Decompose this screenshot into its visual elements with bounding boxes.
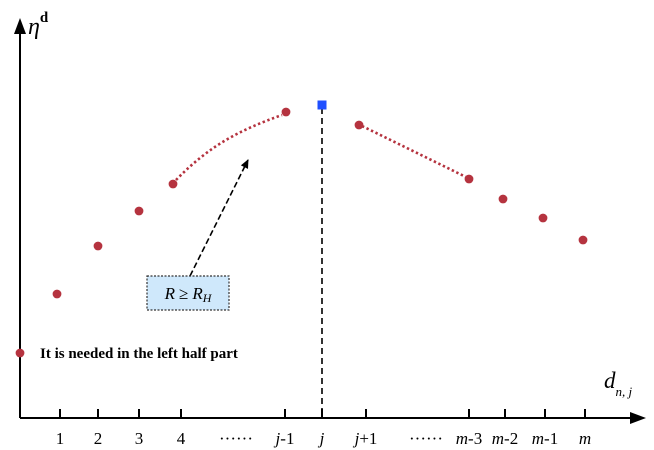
tick-label-t-j: j (318, 429, 325, 448)
tick-label-dots-left: ······ (219, 429, 253, 448)
point-j+1 (354, 120, 364, 130)
data-points (15, 100, 588, 358)
point-m (578, 235, 588, 245)
point-3 (134, 206, 144, 216)
annotation-text: It is needed in the left half part (40, 346, 238, 362)
point-0 (15, 348, 25, 358)
tick-label-t3: 3 (135, 429, 144, 448)
right-dotted-curve (361, 124, 467, 179)
x-ticks: 1 2 3 4 ······ j-1 j j+1 ······ m-3 m-2 m-1 m (56, 409, 591, 448)
tick-label-t1: 1 (56, 429, 65, 448)
tick-label-t4: 4 (177, 429, 186, 448)
point-m-1 (538, 213, 548, 223)
condition-box-frame (146, 275, 230, 311)
tick-label-t2: 2 (94, 429, 103, 448)
axes (14, 18, 646, 424)
y-axis-arrow-icon (14, 18, 26, 34)
point-j-1 (281, 107, 291, 117)
left-dotted-curve (175, 113, 283, 181)
point-4 (168, 179, 178, 189)
tick-label-t-m-1: m-1 (532, 429, 558, 448)
point-m-3 (464, 174, 474, 184)
condition-box: R ≥ RH (146, 275, 230, 311)
condition-arrow (189, 159, 249, 277)
point-m-2 (498, 194, 508, 204)
tick-label-dots-right: ······ (409, 429, 443, 448)
x-axis-label: dn, j (604, 368, 633, 399)
tick-label-t-m: m (579, 429, 591, 448)
y-axis-label: ηd (28, 10, 49, 40)
condition-box-text: R ≥ RH (164, 284, 213, 305)
tick-label-t-m-2: m-2 (492, 429, 518, 448)
point-1 (52, 289, 62, 299)
tick-label-t-j+1: j+1 (353, 429, 378, 448)
peak-point-j (317, 100, 327, 110)
x-axis-arrow-icon (630, 412, 646, 424)
point-2 (93, 241, 103, 251)
tick-label-t-j-1: j-1 (274, 429, 295, 448)
tick-label-t-m-3: m-3 (456, 429, 482, 448)
